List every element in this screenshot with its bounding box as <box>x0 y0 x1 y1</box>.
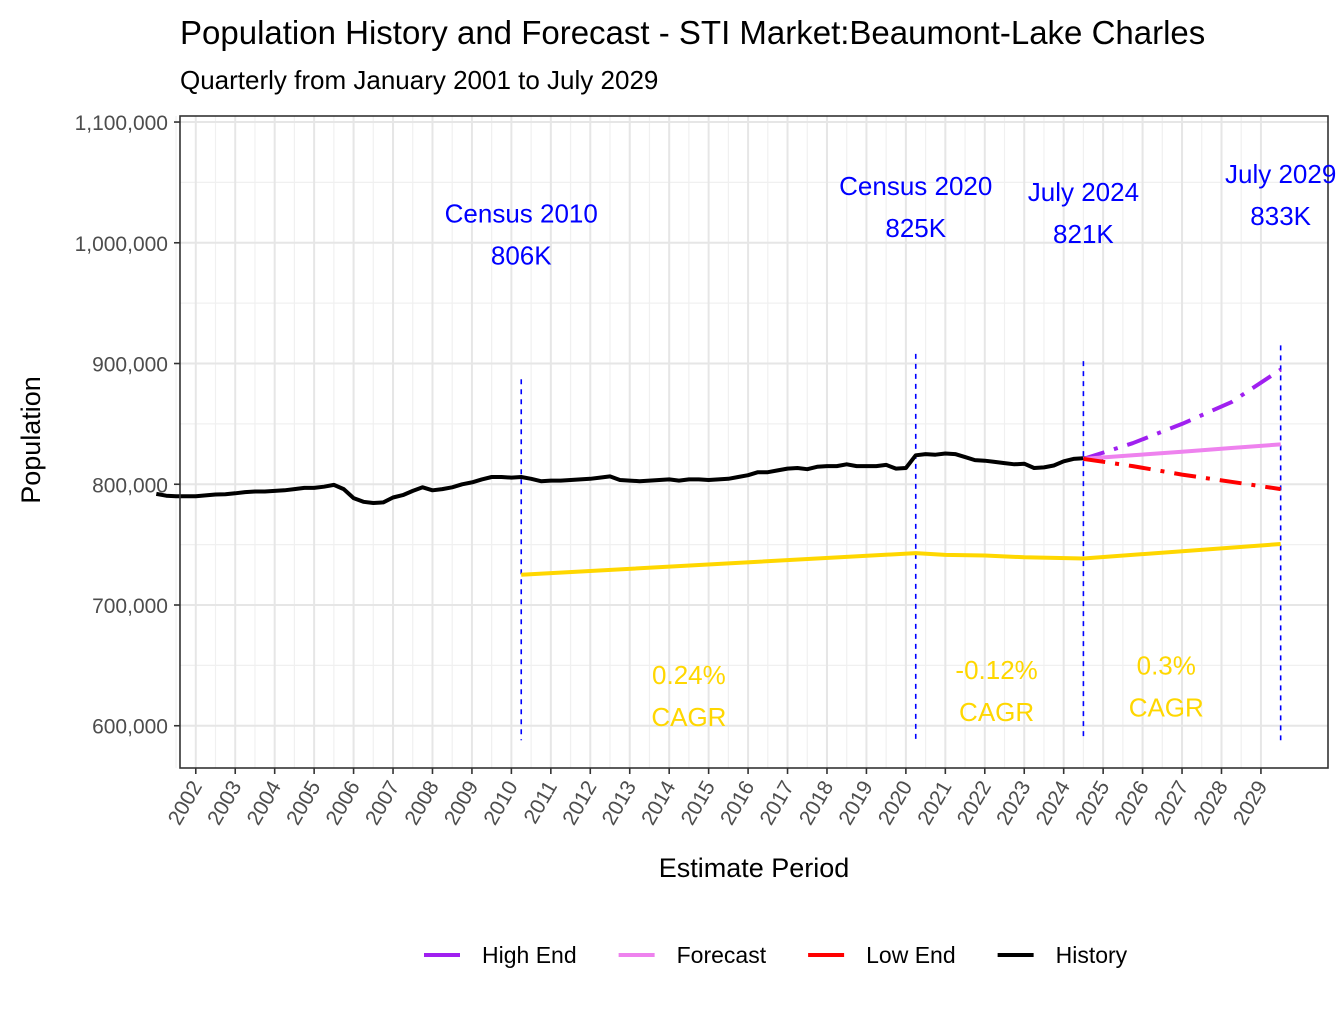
x-tick-label: 2024 <box>1032 777 1075 829</box>
annotation-label: -0.12% <box>955 655 1037 685</box>
y-tick-label: 1,000,000 <box>75 233 168 256</box>
chart-title: Population History and Forecast - STI Ma… <box>180 14 1205 51</box>
series-history <box>155 451 1104 505</box>
x-tick-label: 2029 <box>1229 777 1272 829</box>
x-tick-label: 2007 <box>361 777 404 829</box>
reference-lines <box>520 345 1282 741</box>
x-tick-label: 2006 <box>322 777 365 829</box>
x-tick-label: 2012 <box>558 777 601 829</box>
series-cagr-trend <box>521 542 1281 577</box>
x-tick-label: 2003 <box>203 777 246 829</box>
x-tick-label: 2026 <box>1111 777 1154 829</box>
annotation-label: 0.24% <box>652 660 726 690</box>
x-tick-label: 2017 <box>756 777 799 829</box>
legend-label: Forecast <box>677 942 767 968</box>
x-tick-label: 2005 <box>282 777 325 829</box>
x-tick-label: 2014 <box>637 777 680 829</box>
x-tick-label: 2010 <box>479 777 522 829</box>
x-tick-label: 2028 <box>1189 777 1232 829</box>
annotation-value: 806K <box>491 241 552 271</box>
annotation-value: CAGR <box>959 697 1034 727</box>
y-tick-label: 1,100,000 <box>75 112 168 135</box>
y-axis-label: Population <box>16 376 46 504</box>
x-tick-label: 2027 <box>1150 777 1193 829</box>
annotation-label: Census 2020 <box>839 171 992 201</box>
x-tick-label: 2013 <box>598 777 641 829</box>
chart-subtitle: Quarterly from January 2001 to July 2029 <box>180 65 658 95</box>
annotation-label: Census 2010 <box>445 199 598 229</box>
legend-label: Low End <box>866 942 956 968</box>
x-axis-label: Estimate Period <box>659 853 850 883</box>
y-tick-label: 700,000 <box>92 595 168 618</box>
annotation-value: 821K <box>1053 219 1114 249</box>
annotation-value: CAGR <box>651 702 726 732</box>
series-high-end <box>1082 367 1282 461</box>
x-tick-label: 2020 <box>874 777 917 829</box>
x-tick-label: 2008 <box>400 777 443 829</box>
series-low-end <box>1083 456 1281 492</box>
x-tick-label: 2025 <box>1071 777 1114 829</box>
legend-label: High End <box>482 942 577 968</box>
x-tick-label: 2015 <box>677 777 720 829</box>
x-tick-label: 2002 <box>164 777 207 829</box>
x-tick-label: 2023 <box>992 777 1035 829</box>
annotation-label: 0.3% <box>1137 650 1196 680</box>
annotation-label: July 2029 <box>1225 159 1336 189</box>
x-tick-label: 2022 <box>953 777 996 829</box>
series-layer <box>155 367 1282 577</box>
x-tick-label: 2011 <box>520 777 563 828</box>
y-tick-label: 800,000 <box>92 474 168 497</box>
plot-border <box>179 115 1329 769</box>
x-tick-label: 2016 <box>716 777 759 829</box>
y-tick-label: 900,000 <box>92 354 168 377</box>
annotations: Census 2010 806K Census 2020 825K July 2024 8… <box>445 159 1337 732</box>
x-tick-label: 2018 <box>795 777 838 829</box>
legend: High End Forecast Low End History <box>424 942 1128 968</box>
legend-label: History <box>1056 942 1128 968</box>
annotation-value: 825K <box>885 213 946 243</box>
annotation-value: 833K <box>1250 201 1311 231</box>
x-tick-label: 2021 <box>913 777 956 829</box>
annotation-label: July 2024 <box>1028 177 1139 207</box>
y-tick-label: 600,000 <box>92 716 168 739</box>
x-tick-label: 2019 <box>834 777 877 829</box>
x-tick-label: 2009 <box>440 777 483 829</box>
series-forecast <box>1083 442 1281 461</box>
annotation-value: CAGR <box>1129 692 1204 722</box>
grid-layer <box>175 116 1328 768</box>
x-tick-label: 2004 <box>243 777 286 829</box>
